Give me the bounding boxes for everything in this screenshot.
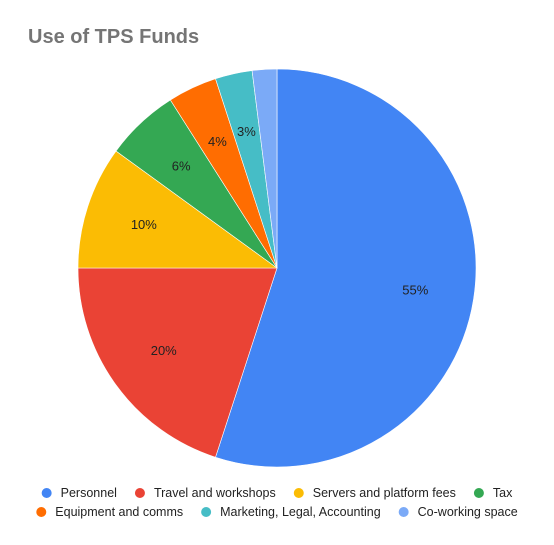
pie-slice-label: 10% [131,217,157,232]
pie-slice-travel-and-workshops[interactable] [77,267,278,458]
pie-slices [77,68,477,468]
legend-label: Travel and workshops [154,486,276,500]
legend-swatch [36,507,47,517]
pie-slice-label: 55% [402,282,428,297]
pie-slice-label: 20% [151,343,177,358]
legend-item-personnel[interactable]: Personnel [41,486,117,500]
legend-swatch [41,488,52,498]
pie-slice-labels: 55% 20% 10% 6% 4% 3% [131,124,429,358]
legend-item-equipment-and-comms[interactable]: Equipment and comms [36,505,183,519]
chart-legend: Personnel Travel and workshops Servers and… [36,486,518,519]
pie-slice-label: 3% [237,124,256,139]
legend-swatch [398,507,409,517]
pie-slice-label: 6% [172,158,191,173]
pie-slice-co-working-space[interactable] [251,68,278,269]
legend-item-co-working-space[interactable]: Co-working space [398,505,518,519]
legend-label: Marketing, Legal, Accounting [220,505,381,519]
legend-label: Personnel [61,486,117,500]
legend-label: Tax [493,486,513,500]
legend-swatch [473,488,484,498]
pie-slice-personnel[interactable] [215,68,477,468]
legend-item-servers-and-platform-fees[interactable]: Servers and platform fees [293,486,456,500]
legend-swatch [134,488,145,498]
legend-label: Servers and platform fees [313,486,456,500]
legend-label: Co-working space [418,505,518,519]
chart-title: Use of TPS Funds [28,26,200,48]
legend-item-tax[interactable]: Tax [473,486,513,500]
pie-slice-label: 4% [208,134,227,149]
legend-item-travel-and-workshops[interactable]: Travel and workshops [134,486,276,500]
legend-swatch [201,507,212,517]
legend-label: Equipment and comms [55,505,183,519]
pie-slice-servers-and-platform-fees[interactable] [77,150,278,269]
legend-item-marketing-legal-accounting[interactable]: Marketing, Legal, Accounting [201,505,381,519]
legend-swatch [293,488,304,498]
